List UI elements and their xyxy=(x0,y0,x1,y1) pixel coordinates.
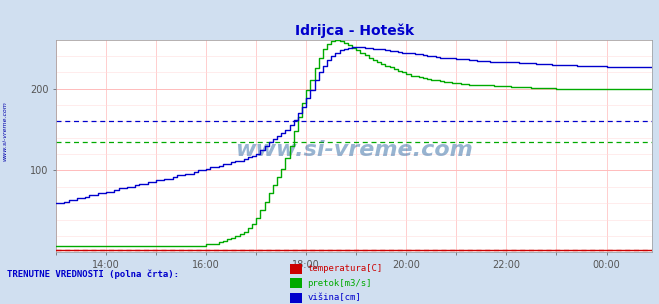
Title: Idrijca - Hotešk: Idrijca - Hotešk xyxy=(295,24,414,38)
Text: www.si-vreme.com: www.si-vreme.com xyxy=(3,101,8,161)
Text: www.si-vreme.com: www.si-vreme.com xyxy=(235,140,473,160)
Text: temperatura[C]: temperatura[C] xyxy=(307,264,382,273)
Text: TRENUTNE VREDNOSTI (polna črta):: TRENUTNE VREDNOSTI (polna črta): xyxy=(7,269,179,278)
Text: višina[cm]: višina[cm] xyxy=(307,293,361,302)
Text: pretok[m3/s]: pretok[m3/s] xyxy=(307,279,372,288)
